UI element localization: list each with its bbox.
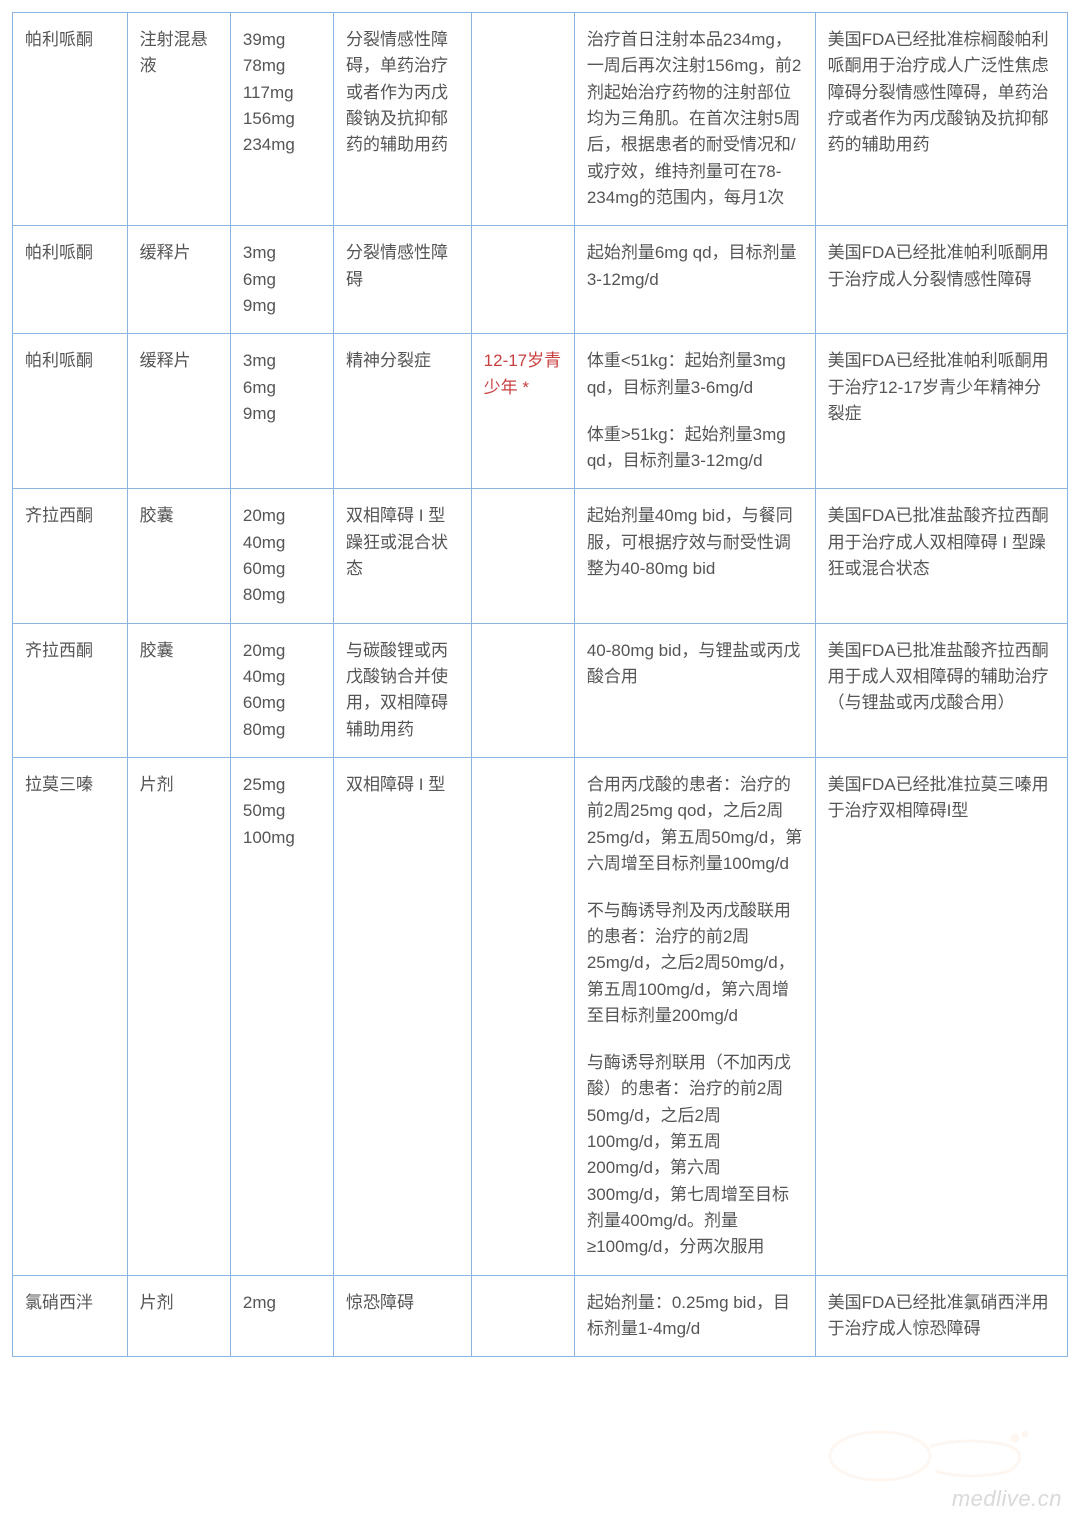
table-row: 帕利哌酮缓释片3mg6mg9mg精神分裂症12-17岁青少年 *体重<51kg：… [13, 334, 1068, 489]
cell-drug-name: 氯硝西泮 [13, 1275, 128, 1357]
cell-approval: 美国FDA已经批准帕利哌酮用于治疗成人分裂情感性障碍 [815, 226, 1067, 334]
cell-line: 25mg [243, 772, 321, 798]
cell-line: 6mg [243, 375, 321, 401]
cell-dosage-form: 胶囊 [127, 489, 230, 623]
cell-population [471, 757, 574, 1275]
cell-line: 40mg [243, 530, 321, 556]
cell-line: 20mg [243, 638, 321, 664]
cell-line: 60mg [243, 556, 321, 582]
cell-line: 9mg [243, 401, 321, 427]
cell-line: 80mg [243, 717, 321, 743]
cell-indication: 与碳酸锂或丙戊酸钠合并使用，双相障碍辅助用药 [334, 623, 472, 757]
cell-strength: 3mg6mg9mg [230, 334, 333, 489]
cell-paragraph: 体重<51kg：起始剂量3mg qd，目标剂量3-6mg/d [587, 348, 803, 401]
cell-line: 100mg [243, 825, 321, 851]
cell-usage: 合用丙戊酸的患者：治疗的前2周25mg qod，之后2周25mg/d，第五周50… [574, 757, 815, 1275]
cell-strength: 20mg40mg60mg80mg [230, 489, 333, 623]
cell-approval: 美国FDA已经批准棕榈酸帕利哌酮用于治疗成人广泛性焦虑障碍分裂情感性障碍，单药治… [815, 13, 1067, 226]
cell-paragraph: 起始剂量6mg qd，目标剂量3-12mg/d [587, 240, 803, 293]
table-row: 帕利哌酮缓释片3mg6mg9mg分裂情感性障碍起始剂量6mg qd，目标剂量3-… [13, 226, 1068, 334]
cell-approval: 美国FDA已经批准拉莫三嗪用于治疗双相障碍I型 [815, 757, 1067, 1275]
cell-indication: 双相障碍 I 型 [334, 757, 472, 1275]
cell-population [471, 489, 574, 623]
cell-strength: 3mg6mg9mg [230, 226, 333, 334]
cell-indication: 分裂情感性障碍 [334, 226, 472, 334]
cell-strength: 20mg40mg60mg80mg [230, 623, 333, 757]
table-row: 齐拉西酮胶囊20mg40mg60mg80mg与碳酸锂或丙戊酸钠合并使用，双相障碍… [13, 623, 1068, 757]
cell-dosage-form: 注射混悬液 [127, 13, 230, 226]
table-row: 氯硝西泮片剂2mg惊恐障碍 起始剂量：0.25mg bid，目标剂量1-4mg/d… [13, 1275, 1068, 1357]
cell-population [471, 623, 574, 757]
cell-line: 9mg [243, 293, 321, 319]
cell-dosage-form: 片剂 [127, 1275, 230, 1357]
cell-drug-name: 拉莫三嗪 [13, 757, 128, 1275]
cell-line: 40mg [243, 664, 321, 690]
cell-population [471, 1275, 574, 1357]
table-row: 齐拉西酮胶囊20mg40mg60mg80mg双相障碍 I 型躁狂或混合状态起始剂… [13, 489, 1068, 623]
cell-paragraph: 不与酶诱导剂及丙戊酸联用的患者：治疗的前2周25mg/d，之后2周50mg/d，… [587, 898, 803, 1030]
cell-line: 60mg [243, 690, 321, 716]
cell-indication: 分裂情感性障碍，单药治疗或者作为丙戊酸钠及抗抑郁药的辅助用药 [334, 13, 472, 226]
cell-approval: 美国FDA已批准盐酸齐拉西酮用于成人双相障碍的辅助治疗（与锂盐或丙戊酸合用） [815, 623, 1067, 757]
cell-approval: 美国FDA已批准盐酸齐拉西酮用于治疗成人双相障碍 I 型躁狂或混合状态 [815, 489, 1067, 623]
cell-paragraph: 治疗首日注射本品234mg，一周后再次注射156mg，前2剂起始治疗药物的注射部… [587, 27, 803, 211]
cell-line: 234mg [243, 132, 321, 158]
cell-usage: 体重<51kg：起始剂量3mg qd，目标剂量3-6mg/d 体重>51kg：起始… [574, 334, 815, 489]
cell-strength: 39mg78mg117mg156mg234mg [230, 13, 333, 226]
cell-dosage-form: 缓释片 [127, 334, 230, 489]
cell-line: 117mg [243, 80, 321, 106]
watermark-logo [820, 1426, 1040, 1486]
cell-dosage-form: 片剂 [127, 757, 230, 1275]
cell-approval: 美国FDA已经批准氯硝西泮用于治疗成人惊恐障碍 [815, 1275, 1067, 1357]
cell-paragraph: 起始剂量40mg bid，与餐同服，可根据疗效与耐受性调整为40-80mg bi… [587, 503, 803, 582]
cell-line: 3mg [243, 240, 321, 266]
cell-paragraph: 合用丙戊酸的患者：治疗的前2周25mg qod，之后2周25mg/d，第五周50… [587, 772, 803, 877]
drug-table: 帕利哌酮注射混悬液39mg78mg117mg156mg234mg分裂情感性障碍，… [12, 12, 1068, 1357]
cell-line: 50mg [243, 798, 321, 824]
cell-drug-name: 帕利哌酮 [13, 13, 128, 226]
cell-usage: 起始剂量40mg bid，与餐同服，可根据疗效与耐受性调整为40-80mg bi… [574, 489, 815, 623]
cell-usage: 起始剂量：0.25mg bid，目标剂量1-4mg/d [574, 1275, 815, 1357]
cell-strength: 25mg50mg100mg [230, 757, 333, 1275]
cell-population [471, 13, 574, 226]
cell-drug-name: 齐拉西酮 [13, 623, 128, 757]
cell-dosage-form: 缓释片 [127, 226, 230, 334]
cell-line: 156mg [243, 106, 321, 132]
cell-population: 12-17岁青少年 * [471, 334, 574, 489]
cell-indication: 精神分裂症 [334, 334, 472, 489]
cell-line: 39mg [243, 27, 321, 53]
cell-paragraph: 40-80mg bid，与锂盐或丙戊酸合用 [587, 638, 803, 691]
cell-drug-name: 帕利哌酮 [13, 226, 128, 334]
cell-approval: 美国FDA已经批准帕利哌酮用于治疗12-17岁青少年精神分裂症 [815, 334, 1067, 489]
cell-drug-name: 齐拉西酮 [13, 489, 128, 623]
cell-paragraph: 起始剂量：0.25mg bid，目标剂量1-4mg/d [587, 1290, 803, 1343]
cell-line: 6mg [243, 267, 321, 293]
cell-paragraph: 与酶诱导剂联用（不加丙戊酸）的患者：治疗的前2周50mg/d，之后2周100mg… [587, 1050, 803, 1261]
cell-line: 3mg [243, 348, 321, 374]
cell-indication: 双相障碍 I 型躁狂或混合状态 [334, 489, 472, 623]
cell-line: 78mg [243, 53, 321, 79]
cell-usage: 40-80mg bid，与锂盐或丙戊酸合用 [574, 623, 815, 757]
watermark-text: medlive.cn [952, 1486, 1062, 1512]
cell-usage: 起始剂量6mg qd，目标剂量3-12mg/d [574, 226, 815, 334]
cell-usage: 治疗首日注射本品234mg，一周后再次注射156mg，前2剂起始治疗药物的注射部… [574, 13, 815, 226]
cell-strength: 2mg [230, 1275, 333, 1357]
cell-paragraph: 体重>51kg：起始剂量3mg qd，目标剂量3-12mg/d [587, 422, 803, 475]
cell-indication: 惊恐障碍 [334, 1275, 472, 1357]
cell-population [471, 226, 574, 334]
cell-line: 20mg [243, 503, 321, 529]
cell-line: 80mg [243, 582, 321, 608]
cell-dosage-form: 胶囊 [127, 623, 230, 757]
cell-drug-name: 帕利哌酮 [13, 334, 128, 489]
table-row: 帕利哌酮注射混悬液39mg78mg117mg156mg234mg分裂情感性障碍，… [13, 13, 1068, 226]
table-row: 拉莫三嗪片剂25mg50mg100mg双相障碍 I 型合用丙戊酸的患者：治疗的前… [13, 757, 1068, 1275]
